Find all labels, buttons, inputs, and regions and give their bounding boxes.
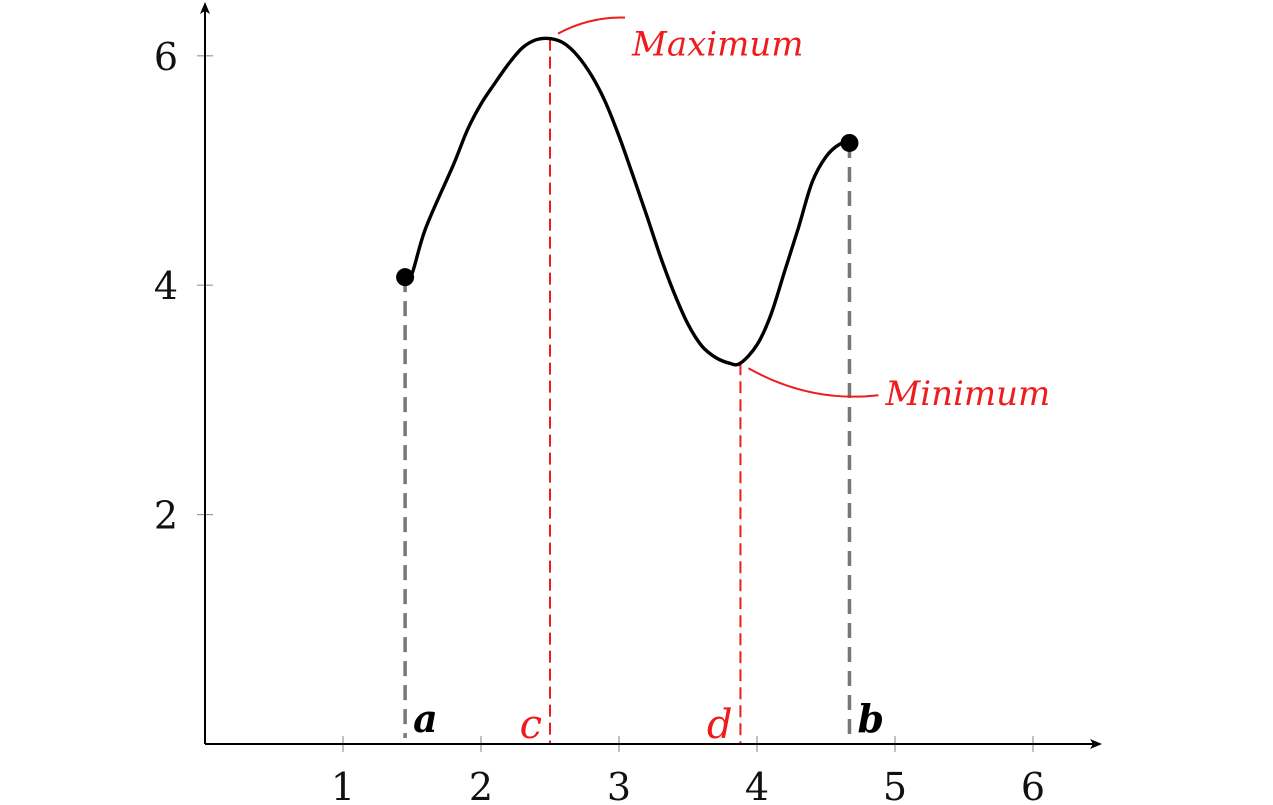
x-tick-label: 1 [331, 765, 355, 805]
label-layer: 1 2 3 4 5 6 2 4 6 a b c Maximum d Minimum [154, 16, 1050, 805]
x-tick-label: 3 [607, 765, 631, 805]
x-tick-label: 2 [469, 765, 493, 805]
curve-layer [396, 36, 859, 367]
vertical-line-layer [403, 38, 852, 744]
extremum-label: c [520, 702, 542, 748]
annotation-leader [557, 16, 626, 35]
y-tick-label: 4 [154, 264, 178, 308]
x-tick-label: 6 [1021, 765, 1045, 805]
y-tick-label: 2 [154, 494, 178, 538]
extremum-note: Maximum [631, 25, 804, 65]
endpoint-dot [396, 268, 415, 287]
annotation-leader [747, 367, 879, 398]
endpoint-label: a [413, 696, 438, 741]
y-tick-label: 6 [154, 35, 178, 79]
curve-line [403, 36, 852, 367]
extremum-label: d [707, 702, 733, 748]
extremum-note: Minimum [884, 374, 1050, 414]
x-tick-label: 5 [883, 765, 907, 805]
x-tick-label: 4 [745, 765, 769, 805]
endpoint-label: b [857, 696, 884, 741]
endpoint-dot [840, 133, 859, 152]
axes-layer [200, 2, 1102, 749]
